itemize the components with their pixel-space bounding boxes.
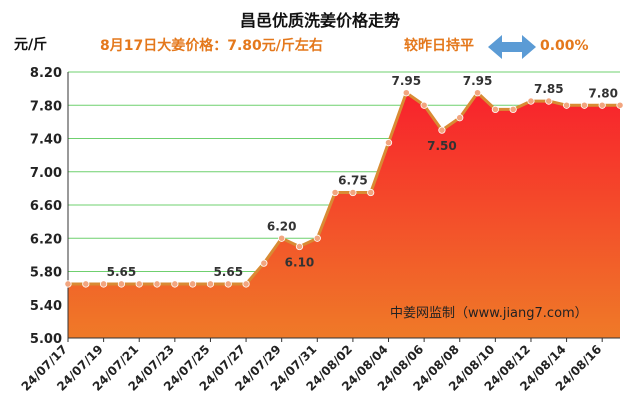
data-point: [580, 101, 588, 109]
data-point: [384, 139, 393, 147]
data-point: [189, 280, 197, 288]
data-point: [598, 101, 606, 109]
data-point: [402, 89, 410, 97]
data-point: [224, 280, 232, 288]
double-arrow-icon: [488, 35, 536, 59]
data-label: 6.10: [285, 256, 315, 270]
data-point: [313, 234, 321, 242]
data-point: [527, 97, 535, 105]
y-tick-label: 5.40: [30, 299, 62, 314]
data-label: 7.50: [427, 139, 457, 153]
y-axis-unit: 元/斤: [14, 36, 47, 53]
data-point: [171, 280, 179, 288]
change-value: 0.00%: [540, 38, 589, 54]
data-point: [420, 101, 428, 109]
data-label: 7.80: [588, 86, 618, 100]
data-point: [331, 188, 339, 197]
data-point: [491, 105, 499, 114]
data-markers: [64, 89, 624, 288]
chart-title: 昌邑优质洗姜价格走势: [240, 11, 400, 30]
data-point: [367, 188, 375, 197]
data-label: 6.20: [267, 219, 297, 233]
y-tick-label: 6.20: [30, 232, 62, 247]
axes: [67, 72, 620, 339]
data-labels: 5.65 5.65 6.20 6.10 6.75 7.95 7.50 7.95 7.85 7.80: [107, 74, 618, 279]
y-tick-label: 7.80: [30, 99, 62, 114]
data-point: [545, 97, 553, 105]
y-tick-label: 6.60: [30, 199, 62, 214]
data-point: [456, 114, 464, 122]
data-point: [438, 126, 446, 134]
data-point: [562, 101, 571, 109]
data-point: [278, 234, 286, 242]
area-series: [68, 91, 620, 338]
data-label: 7.95: [392, 74, 422, 88]
data-point: [349, 188, 357, 197]
data-label: 7.85: [534, 82, 564, 96]
data-point: [100, 280, 108, 288]
data-label: 6.75: [338, 174, 368, 188]
y-tick-label: 7.00: [30, 166, 62, 181]
x-axis-ticks: 24/07/1724/07/1924/07/2124/07/2324/07/25…: [19, 338, 604, 394]
data-point: [616, 101, 624, 109]
y-tick-label: 5.80: [30, 266, 62, 281]
data-point: [473, 89, 482, 97]
data-label: 7.95: [463, 74, 493, 88]
data-point: [117, 280, 126, 288]
y-tick-label: 8.20: [30, 66, 62, 81]
data-point: [509, 105, 517, 114]
data-point: [242, 280, 250, 288]
data-point: [64, 280, 72, 288]
data-point: [153, 280, 161, 288]
y-tick-label: 7.40: [30, 133, 62, 148]
data-point: [206, 280, 215, 288]
price-note: 8月17日大姜价格：7.80元/斤左右: [100, 37, 323, 54]
data-label: 5.65: [107, 265, 137, 279]
change-label: 较昨日持平: [404, 37, 474, 54]
area-fill: [68, 92, 620, 338]
y-axis-ticks: 5.00 5.40 5.80 6.20 6.60 7.00 7.40 7.80 8.20: [30, 66, 62, 347]
data-point: [82, 280, 90, 288]
data-label: 5.65: [213, 265, 243, 279]
data-point: [135, 280, 143, 288]
y-tick-label: 5.00: [30, 332, 62, 347]
data-point: [295, 242, 304, 251]
data-point: [260, 259, 268, 267]
watermark: 中姜网监制（www.jiang7.com）: [390, 306, 588, 321]
